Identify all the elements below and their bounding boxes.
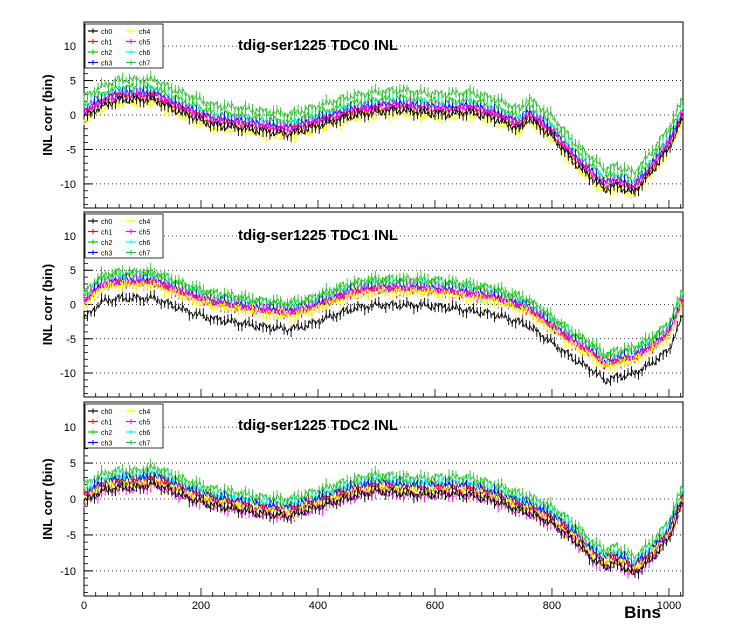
series-line-ch2 bbox=[83, 270, 684, 362]
legend: ch0 ch1 ch2 ch3 ch4 ch5 ch6 ch7 bbox=[84, 213, 164, 259]
y-tick-label: -5 bbox=[66, 144, 76, 156]
legend-label: ch1 bbox=[101, 420, 112, 427]
legend-label: ch5 bbox=[139, 420, 150, 427]
chart-title: tdig-ser1225 TDC1 INL bbox=[238, 227, 398, 244]
chart-panel-0: -10 -5 0 5 10 ch0 ch1 ch2 ch3 ch4 ch5 ch6 ch7 tdig-se… bbox=[40, 21, 684, 209]
y-tick-label: -10 bbox=[60, 179, 76, 191]
x-tick-label: 400 bbox=[309, 600, 327, 612]
legend-label: ch2 bbox=[101, 50, 112, 57]
y-tick-label: 5 bbox=[70, 76, 76, 88]
legend-label: ch3 bbox=[101, 61, 112, 68]
legend-label: ch4 bbox=[139, 29, 150, 36]
y-tick-label: 0 bbox=[70, 110, 76, 122]
y-tick-label: 10 bbox=[64, 231, 76, 243]
series-line-ch6 bbox=[83, 468, 684, 565]
legend-label: ch3 bbox=[101, 251, 112, 258]
y-tick-label: -5 bbox=[66, 334, 76, 346]
series-line-ch7 bbox=[83, 267, 684, 359]
x-tick-label: 200 bbox=[192, 600, 210, 612]
x-axis-label: Bins bbox=[624, 603, 661, 622]
legend-label: ch2 bbox=[101, 430, 112, 437]
series-ch0 bbox=[83, 475, 684, 579]
legend-label: ch1 bbox=[101, 40, 112, 47]
chart-title: tdig-ser1225 TDC2 INL bbox=[238, 417, 398, 434]
series-line-ch0 bbox=[83, 95, 684, 195]
legend-label: ch6 bbox=[139, 430, 150, 437]
legend-label: ch6 bbox=[139, 50, 150, 57]
series-line-ch7 bbox=[83, 74, 684, 176]
x-tick-label: 600 bbox=[426, 600, 444, 612]
legend-label: ch7 bbox=[139, 251, 150, 258]
series-line-ch4 bbox=[83, 281, 684, 370]
series-line-ch1 bbox=[83, 474, 684, 572]
x-tick-label: 800 bbox=[543, 600, 561, 612]
y-axis-label: INL corr (bin) bbox=[40, 458, 55, 539]
series-line-ch0 bbox=[83, 293, 684, 386]
y-tick-label: -10 bbox=[60, 566, 76, 578]
plot-frame bbox=[83, 401, 684, 597]
y-tick-label: 0 bbox=[70, 494, 76, 506]
series-line-ch2 bbox=[83, 82, 684, 184]
legend: ch0 ch1 ch2 ch3 ch4 ch5 ch6 ch7 bbox=[84, 23, 164, 69]
series-ch0 bbox=[83, 289, 684, 386]
legend: ch0 ch1 ch2 ch3 ch4 ch5 ch6 ch7 bbox=[84, 403, 164, 449]
plot-frame bbox=[83, 21, 684, 209]
legend-label: ch7 bbox=[139, 61, 150, 68]
x-tick-label: 1000 bbox=[657, 600, 681, 612]
y-tick-label: 10 bbox=[64, 422, 76, 434]
legend-label: ch4 bbox=[139, 409, 150, 416]
chart-title: tdig-ser1225 TDC0 INL bbox=[238, 37, 398, 54]
series-line-ch5 bbox=[83, 277, 684, 368]
series-line-ch5 bbox=[83, 480, 684, 576]
y-axis-label: INL corr (bin) bbox=[40, 74, 55, 155]
series-ch7 bbox=[83, 70, 684, 178]
legend-label: ch2 bbox=[101, 240, 112, 247]
y-tick-label: 5 bbox=[70, 265, 76, 277]
legend-label: ch3 bbox=[101, 441, 112, 448]
legend-label: ch6 bbox=[139, 240, 150, 247]
y-axis-label: INL corr (bin) bbox=[40, 264, 55, 345]
series-ch4 bbox=[83, 277, 684, 373]
chart-panel-1: -10 -5 0 5 10 ch0 ch1 ch2 ch3 ch4 ch5 ch6 ch7 tdig-se… bbox=[40, 211, 684, 398]
series-line-ch0 bbox=[83, 479, 684, 576]
y-tick-label: 5 bbox=[70, 458, 76, 470]
y-tick-label: 0 bbox=[70, 300, 76, 312]
y-tick-label: -5 bbox=[66, 530, 76, 542]
series-line-ch7 bbox=[83, 462, 684, 561]
series-line-ch6 bbox=[83, 273, 684, 366]
x-tick-label: 0 bbox=[81, 600, 87, 612]
legend-label: ch0 bbox=[101, 29, 112, 36]
legend-label: ch5 bbox=[139, 230, 150, 237]
series-line-ch6 bbox=[83, 86, 684, 186]
y-tick-label: -10 bbox=[60, 368, 76, 380]
legend-label: ch1 bbox=[101, 230, 112, 237]
legend-label: ch0 bbox=[101, 219, 112, 226]
y-tick-label: 10 bbox=[64, 41, 76, 53]
legend-label: ch5 bbox=[139, 40, 150, 47]
legend-label: ch7 bbox=[139, 441, 150, 448]
series-line-ch4 bbox=[83, 477, 684, 575]
legend-label: ch4 bbox=[139, 219, 150, 226]
chart-panel-2: -10 -5 0 5 10 ch0 ch1 ch2 ch3 ch4 ch5 ch6 ch7 tdig-se… bbox=[40, 401, 684, 597]
series-ch0 bbox=[83, 91, 684, 197]
legend-label: ch0 bbox=[101, 409, 112, 416]
